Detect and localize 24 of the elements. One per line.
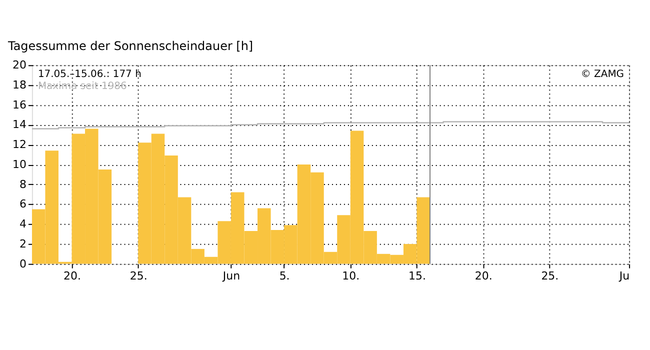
- y-tick-label: 6: [19, 198, 26, 211]
- x-tick-label: 25.: [130, 269, 148, 282]
- x-tick-label: 20.: [474, 269, 492, 282]
- y-tick-label: 16: [12, 98, 26, 112]
- x-tick-label: 25.: [541, 269, 559, 282]
- x-tick-label: 20.: [64, 269, 81, 282]
- text: Maxima seit 1986: [38, 81, 127, 92]
- x-tick-label: Ju: [618, 269, 630, 282]
- y-tick-label: 2: [19, 237, 26, 250]
- y-tick-label: 0: [19, 257, 26, 270]
- x-tick-label: Jun: [222, 269, 240, 282]
- x-tick-label: 15.: [408, 269, 426, 282]
- y-tick-label: 4: [19, 218, 26, 231]
- annotation: © ZAMG: [580, 69, 624, 80]
- y-tick-label: 18: [12, 78, 26, 92]
- annotation: 17.05.–15.06.: 177 h: [38, 69, 142, 80]
- y-tick-label: 12: [12, 138, 26, 152]
- y-tick-label: 20: [12, 58, 26, 72]
- x-tick-label: 10.: [342, 269, 360, 282]
- y-tick-label: 8: [19, 178, 26, 191]
- y-tick-label: 14: [12, 118, 26, 132]
- chart-title: Tagessumme der Sonnenscheindauer [h]: [6, 39, 254, 54]
- y-tick-label: 10: [12, 158, 26, 171]
- x-tick-label: 5.: [279, 269, 290, 282]
